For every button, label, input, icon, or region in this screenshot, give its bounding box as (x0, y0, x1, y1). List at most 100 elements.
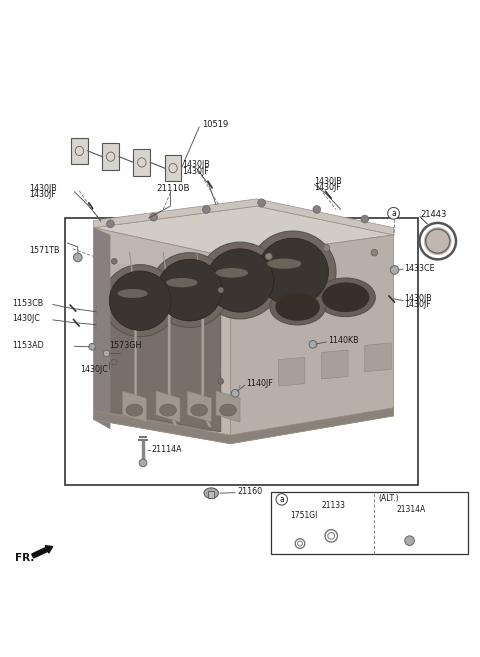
Polygon shape (216, 391, 240, 422)
Polygon shape (94, 199, 394, 235)
Text: 21114A: 21114A (151, 445, 182, 454)
Text: 21110B: 21110B (156, 185, 190, 193)
Text: 1430JB: 1430JB (405, 294, 432, 304)
Circle shape (89, 344, 96, 350)
Text: 1430JF: 1430JF (314, 183, 341, 193)
Ellipse shape (250, 231, 336, 313)
Ellipse shape (199, 242, 281, 319)
Text: 1153AD: 1153AD (12, 341, 44, 350)
Bar (133, 149, 150, 175)
Ellipse shape (270, 289, 325, 325)
Text: 1433CE: 1433CE (405, 265, 435, 273)
Text: 1140JF: 1140JF (246, 378, 273, 388)
Ellipse shape (191, 404, 208, 416)
Polygon shape (130, 252, 144, 427)
Text: 10519: 10519 (202, 120, 228, 129)
Circle shape (390, 265, 399, 274)
Text: 1430JB: 1430JB (314, 177, 342, 186)
Bar (71, 138, 88, 164)
Ellipse shape (267, 259, 301, 269)
Text: 1573GH: 1573GH (109, 341, 142, 350)
Ellipse shape (150, 253, 229, 328)
Polygon shape (94, 206, 394, 258)
Ellipse shape (216, 268, 248, 278)
Text: 1430JC: 1430JC (81, 365, 108, 374)
Bar (208, 491, 214, 499)
Text: a: a (391, 209, 396, 218)
Circle shape (309, 340, 317, 348)
Polygon shape (230, 235, 394, 443)
Ellipse shape (103, 265, 178, 336)
Bar (65, 218, 418, 484)
Polygon shape (110, 261, 221, 405)
Ellipse shape (206, 249, 274, 312)
Circle shape (111, 258, 117, 264)
Polygon shape (278, 357, 305, 386)
Circle shape (424, 227, 452, 255)
Circle shape (203, 206, 210, 214)
Text: 1430JF: 1430JF (405, 300, 432, 309)
Ellipse shape (159, 404, 177, 416)
Polygon shape (94, 408, 394, 443)
Polygon shape (94, 228, 230, 443)
Text: 1153CB: 1153CB (12, 299, 43, 308)
Circle shape (265, 253, 272, 260)
Polygon shape (122, 391, 146, 422)
Circle shape (371, 249, 378, 256)
Polygon shape (103, 292, 221, 432)
Polygon shape (101, 362, 221, 432)
Circle shape (150, 214, 157, 221)
Text: 21314A: 21314A (396, 505, 426, 514)
Circle shape (218, 378, 224, 384)
Circle shape (313, 206, 321, 214)
Polygon shape (156, 391, 180, 422)
Ellipse shape (126, 404, 143, 416)
Polygon shape (322, 350, 348, 379)
Ellipse shape (220, 404, 237, 416)
Text: 1430JF: 1430JF (29, 190, 56, 199)
Circle shape (361, 215, 369, 223)
Text: FR.: FR. (15, 553, 35, 563)
Text: 1430JB: 1430JB (182, 160, 210, 170)
Bar (102, 143, 119, 170)
Polygon shape (163, 252, 178, 427)
Polygon shape (187, 391, 211, 422)
Circle shape (218, 287, 224, 293)
Ellipse shape (166, 278, 197, 287)
Ellipse shape (204, 488, 218, 499)
Text: 21160: 21160 (237, 487, 262, 496)
Ellipse shape (316, 278, 375, 317)
Ellipse shape (157, 260, 222, 321)
Text: (ALT.): (ALT.) (378, 495, 399, 503)
Circle shape (107, 220, 114, 228)
Polygon shape (365, 343, 391, 372)
Circle shape (258, 199, 265, 206)
Ellipse shape (109, 271, 171, 330)
Circle shape (405, 536, 414, 545)
Circle shape (231, 390, 239, 397)
Text: 1430JB: 1430JB (29, 184, 57, 193)
Circle shape (111, 359, 117, 365)
Bar (271, 491, 468, 554)
Text: a: a (279, 495, 284, 504)
Ellipse shape (257, 238, 328, 306)
Circle shape (323, 244, 330, 251)
Text: 1751GI: 1751GI (290, 511, 318, 520)
Text: 21133: 21133 (322, 501, 346, 510)
Ellipse shape (276, 293, 320, 321)
Polygon shape (94, 228, 110, 429)
Ellipse shape (322, 283, 370, 312)
Text: 1430JC: 1430JC (12, 315, 40, 323)
Polygon shape (197, 252, 211, 427)
Circle shape (103, 350, 110, 357)
Polygon shape (101, 307, 221, 367)
Text: 1571TB: 1571TB (29, 246, 60, 255)
FancyArrow shape (32, 545, 53, 558)
Text: 1430JF: 1430JF (182, 167, 209, 175)
Bar (165, 155, 181, 181)
Text: 21443: 21443 (420, 210, 446, 219)
Circle shape (73, 253, 82, 261)
Circle shape (139, 459, 147, 466)
Ellipse shape (118, 289, 148, 298)
Text: 1140KB: 1140KB (328, 336, 359, 346)
